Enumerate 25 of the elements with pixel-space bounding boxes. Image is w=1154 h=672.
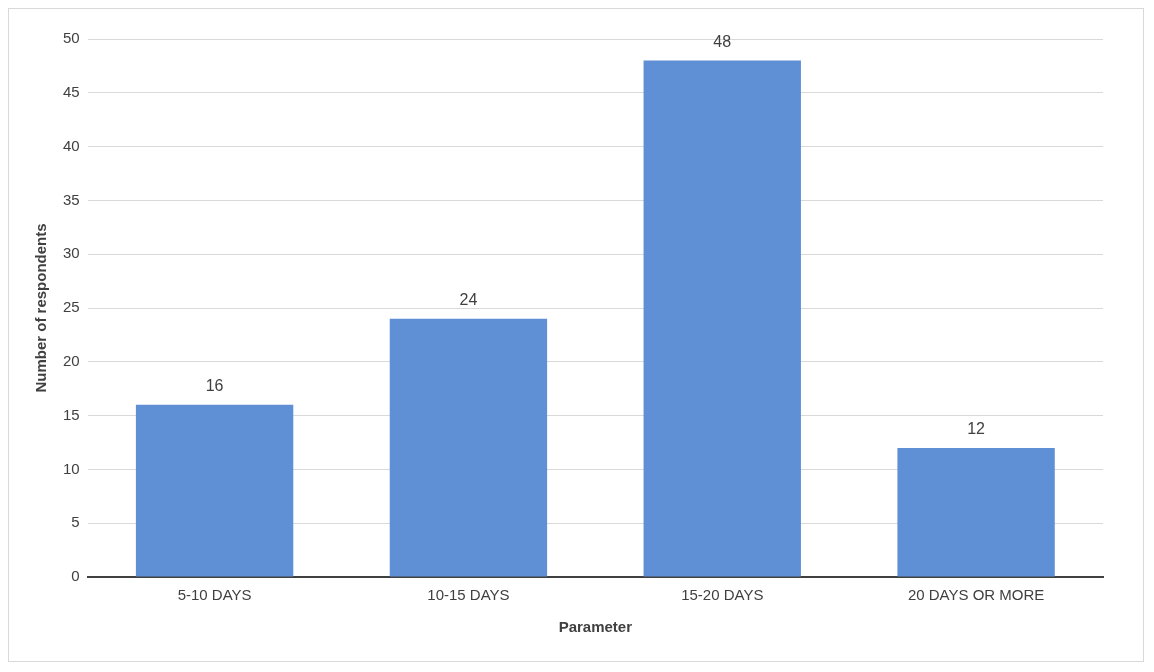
y-tick-label: 10 [63,459,80,477]
bar [135,404,294,577]
y-tick-label: 40 [63,136,80,154]
bar [897,447,1055,577]
bar [389,318,548,577]
y-tick-label: 45 [63,82,80,100]
x-axis-title: Parameter [558,618,633,636]
x-tick-label: 5-10 DAYS [177,586,252,604]
y-tick-label: 15 [63,405,80,423]
x-tick-label: 10-15 DAYS [427,586,510,604]
x-tick-label: 15-20 DAYS [681,586,764,604]
data-label: 16 [205,377,224,395]
y-tick-label: 35 [63,190,80,208]
y-tick-label: 25 [63,298,80,316]
data-label: 48 [713,32,732,50]
y-tick-label: 0 [71,567,80,585]
y-axis-title: Number of respondents [32,223,50,393]
y-tick-label: 30 [63,244,80,262]
bar [643,60,801,577]
data-label: 24 [459,291,478,309]
y-tick-label: 5 [71,513,80,531]
data-label: 12 [967,420,986,438]
y-tick-label: 20 [63,351,80,369]
x-tick-label: 20 DAYS OR MORE [907,586,1045,604]
y-tick-label: 50 [63,29,80,47]
